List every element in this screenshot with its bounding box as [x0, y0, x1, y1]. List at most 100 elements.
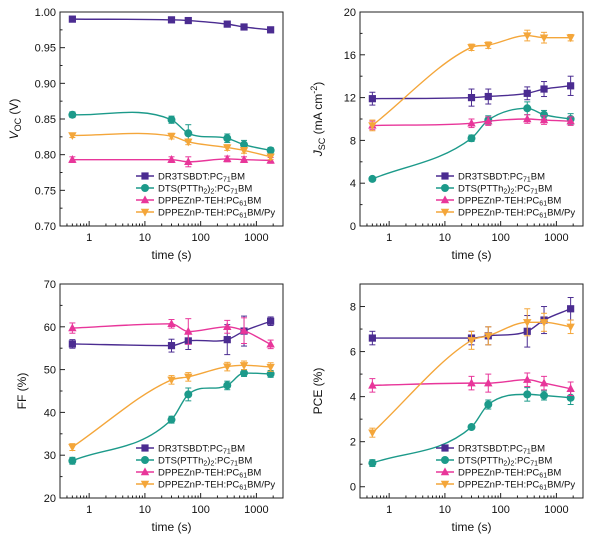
data-point	[223, 134, 232, 143]
data-point	[523, 89, 531, 97]
y-tick-label: 12	[344, 93, 356, 105]
legend: DR3TSBDT:PC71BMDTS(PTTh2)2:PC71BMDPPEZnP…	[436, 444, 575, 492]
y-tick-label: 20	[44, 493, 56, 505]
legend-marker	[141, 184, 149, 192]
legend-label: DPPEZnP-TEH:PC61BM	[458, 468, 561, 480]
legend-item: DPPEZnP-TEH:PC61BM/Py	[436, 208, 575, 220]
x-axis-label: time (s)	[152, 520, 192, 534]
legend-item: DPPEZnP-TEH:PC61BM	[136, 467, 261, 480]
x-tick-label: 10	[439, 504, 451, 516]
legend-marker	[441, 172, 449, 180]
data-point	[239, 147, 249, 155]
data-point	[266, 339, 275, 348]
data-point	[539, 115, 549, 124]
legend-item: DR3TSBDT:PC71BM	[436, 444, 545, 456]
x-axis-label: time (s)	[452, 248, 492, 262]
data-point	[368, 429, 377, 438]
y-axis: 0 4 8 12 16 20	[344, 7, 365, 233]
data-point	[239, 326, 249, 334]
y-tick-label: 0.90	[35, 78, 56, 90]
data-point	[184, 157, 193, 165]
x-axis: 1 10 100 1000	[59, 221, 284, 244]
legend: DR3TSBDT:PC71BMDTS(PTTh2)2:PC71BMDPPEZnP…	[436, 172, 575, 220]
data-point	[68, 323, 77, 332]
x-tick-label: 1	[386, 504, 392, 516]
x-tick-label: 10	[139, 504, 151, 516]
legend-marker	[440, 195, 450, 204]
data-point	[240, 369, 249, 378]
data-point	[239, 155, 249, 163]
data-point	[184, 16, 192, 25]
data-point	[167, 155, 176, 163]
data-point	[540, 391, 549, 400]
data-point	[523, 319, 532, 327]
x-tick-label: 100	[191, 504, 209, 516]
y-tick-label: 4	[350, 178, 356, 190]
legend-marker	[140, 208, 150, 217]
data-point	[184, 138, 193, 147]
legend-label: DTS(PTTh2)2:PC71BM	[158, 456, 252, 468]
legend-marker	[141, 456, 149, 464]
data-point	[467, 378, 476, 387]
data-point	[523, 32, 532, 41]
data-point	[539, 34, 549, 43]
data-point	[223, 144, 232, 153]
data-point	[467, 118, 476, 127]
x-tick-label: 1	[386, 232, 392, 244]
data-point	[368, 459, 377, 468]
legend-item: DTS(PTTh2)2:PC71BM	[436, 184, 552, 196]
x-tick-label: 100	[491, 504, 509, 516]
data-point	[566, 34, 575, 43]
data-point	[223, 154, 232, 163]
data-point	[523, 375, 532, 383]
data-point	[566, 116, 575, 125]
data-point	[68, 132, 77, 141]
chart-panel-top-right: 1 10 100 1000 time (s) 0 4 8 12 16 20 JSC (mA cm-2)…	[309, 7, 584, 262]
x-axis: 1 10 100 1000	[59, 493, 284, 516]
data-point	[240, 140, 249, 149]
series-3	[368, 29, 575, 132]
chart-panel-bottom-left: 1 10 100 1000 time (s) 20 30 40 50 60 70 FF (%) DR3T…	[15, 279, 284, 534]
legend: DR3TSBDT:PC71BMDTS(PTTh2)2:PC71BMDPPEZnP…	[136, 444, 275, 492]
y-axis: 0.70 0.75 0.80 0.85 0.90 0.95 1.00	[35, 7, 65, 233]
x-tick-label: 1000	[244, 504, 268, 516]
legend-label: DR3TSBDT:PC71BM	[458, 444, 545, 456]
y-tick-label: 0.80	[35, 150, 56, 162]
legend-marker	[440, 480, 450, 489]
data-point	[566, 384, 575, 392]
legend-item: DR3TSBDT:PC71BM	[136, 444, 245, 456]
y-tick-label: 0.95	[35, 43, 56, 55]
data-point	[266, 363, 275, 372]
x-tick-label: 1000	[244, 232, 268, 244]
data-point	[68, 155, 77, 163]
y-tick-label: 0.75	[35, 185, 56, 197]
data-point	[368, 95, 376, 103]
data-point	[368, 334, 376, 342]
y-tick-label: 0	[350, 221, 356, 233]
y-tick-label: 8	[350, 302, 356, 314]
x-tick-label: 1000	[544, 232, 568, 244]
legend-label: DPPEZnP-TEH:PC61BM/Py	[158, 480, 275, 492]
x-tick-label: 1	[86, 504, 92, 516]
legend-label: DPPEZnP-TEH:PC61BM	[158, 468, 261, 480]
data-point	[566, 323, 575, 332]
data-point	[484, 378, 493, 387]
legend-marker	[140, 195, 150, 204]
data-point	[467, 423, 476, 432]
data-point	[539, 319, 549, 327]
series-3	[68, 360, 275, 452]
legend-item: DTS(PTTh2)2:PC71BM	[136, 184, 252, 196]
data-point	[467, 94, 476, 102]
data-point	[484, 400, 493, 409]
y-tick-label: 20	[344, 7, 356, 19]
data-point	[167, 132, 176, 141]
legend-marker	[140, 480, 150, 489]
series-1	[68, 369, 275, 465]
y-axis-label: PCE (%)	[311, 368, 325, 415]
legend: DR3TSBDT:PC71BMDTS(PTTh2)2:PC71BMDPPEZnP…	[136, 172, 275, 220]
data-point	[540, 85, 548, 93]
x-tick-label: 10	[439, 232, 451, 244]
x-axis-label: time (s)	[452, 520, 492, 534]
data-point	[523, 104, 532, 113]
